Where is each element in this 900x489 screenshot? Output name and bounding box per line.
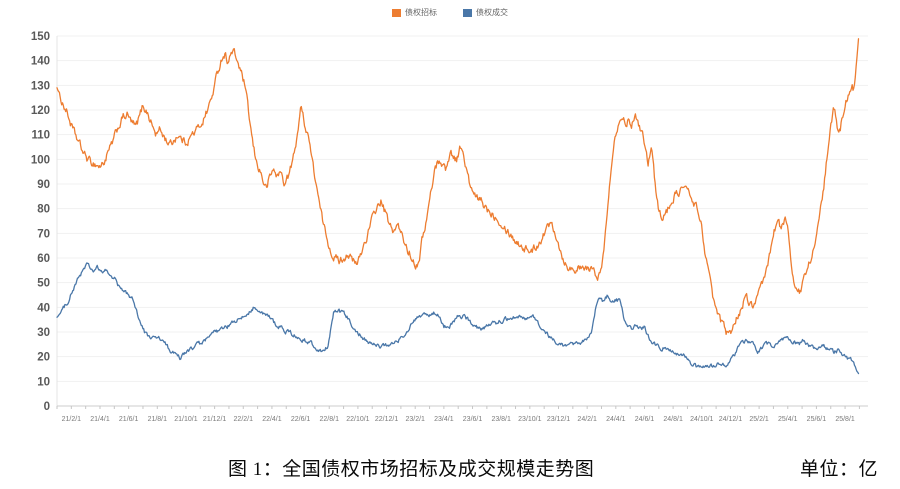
x-tick-label: 24/6/1 <box>635 416 655 423</box>
y-tick-label: 80 <box>37 204 50 216</box>
y-tick-label: 110 <box>31 130 50 142</box>
x-tick-label: 25/4/1 <box>778 416 798 423</box>
x-tick-label: 22/2/1 <box>234 416 254 423</box>
x-tick-label: 25/2/1 <box>749 416 769 423</box>
caption-row: 图 1：全国债权市场招标及成交规模走势图 单位：亿 <box>0 452 900 484</box>
x-tick-label: 22/4/1 <box>262 416 282 423</box>
x-tick-label: 21/12/1 <box>203 416 226 423</box>
x-tick-label: 22/6/1 <box>291 416 311 423</box>
y-tick-label: 90 <box>37 179 50 191</box>
legend-label-deal: 债权成交 <box>476 8 508 17</box>
x-tick-label: 25/8/1 <box>835 416 855 423</box>
legend-swatch-deal-icon <box>463 9 472 17</box>
chart-legend: 债权招标 债权成交 <box>0 9 900 17</box>
x-tick-label: 21/4/1 <box>90 416 110 423</box>
y-tick-label: 70 <box>37 228 50 240</box>
y-tick-label: 40 <box>37 302 50 314</box>
legend-swatch-tender-icon <box>392 9 401 17</box>
x-tick-label: 23/12/1 <box>547 416 570 423</box>
y-tick-label: 60 <box>37 253 50 265</box>
y-tick-label: 50 <box>37 278 50 290</box>
legend-item-tender[interactable]: 债权招标 <box>392 9 437 17</box>
x-tick-label: 23/10/1 <box>518 416 541 423</box>
x-tick-label: 25/6/1 <box>807 416 827 423</box>
x-tick-label: 22/12/1 <box>375 416 398 423</box>
x-tick-label: 24/8/1 <box>663 416 683 423</box>
series-line-tender <box>56 38 860 336</box>
y-tick-label: 130 <box>31 80 50 92</box>
x-tick-label: 22/10/1 <box>346 416 369 423</box>
y-tick-label: 150 <box>31 31 50 43</box>
x-tick-label: 24/12/1 <box>719 416 742 423</box>
y-tick-label: 140 <box>31 56 50 68</box>
figure-caption: 图 1：全国债权市场招标及成交规模走势图 <box>228 459 595 480</box>
x-tick-label: 22/8/1 <box>320 416 340 423</box>
y-tick-label: 100 <box>31 154 50 166</box>
legend-item-deal[interactable]: 债权成交 <box>463 9 508 17</box>
x-tick-label: 21/8/1 <box>148 416 168 423</box>
y-tick-label: 30 <box>37 327 50 339</box>
x-tick-label: 23/4/1 <box>434 416 454 423</box>
x-tick-label: 24/2/1 <box>577 416 597 423</box>
trend-line-chart: 0 10 20 30 40 50 60 70 80 90 100 110 120 130 140 150 21/… <box>31 31 868 423</box>
x-tick-label: 23/6/1 <box>463 416 483 423</box>
y-tick-label: 120 <box>31 105 50 117</box>
x-tick-label: 24/4/1 <box>606 416 626 423</box>
x-tick-label: 24/10/1 <box>690 416 713 423</box>
y-tick-label: 0 <box>44 401 50 413</box>
x-tick-label: 21/2/1 <box>62 416 82 423</box>
x-tick-label: 23/8/1 <box>491 416 511 423</box>
y-tick-label: 10 <box>37 376 50 388</box>
x-tick-label: 21/10/1 <box>174 416 197 423</box>
series-line-deal <box>56 262 860 375</box>
legend-label-tender: 债权招标 <box>405 8 437 17</box>
x-tick-label: 23/2/1 <box>405 416 425 423</box>
y-tick-label: 20 <box>37 352 50 364</box>
x-tick-label: 21/6/1 <box>119 416 139 423</box>
unit-label: 单位：亿 <box>799 459 878 480</box>
